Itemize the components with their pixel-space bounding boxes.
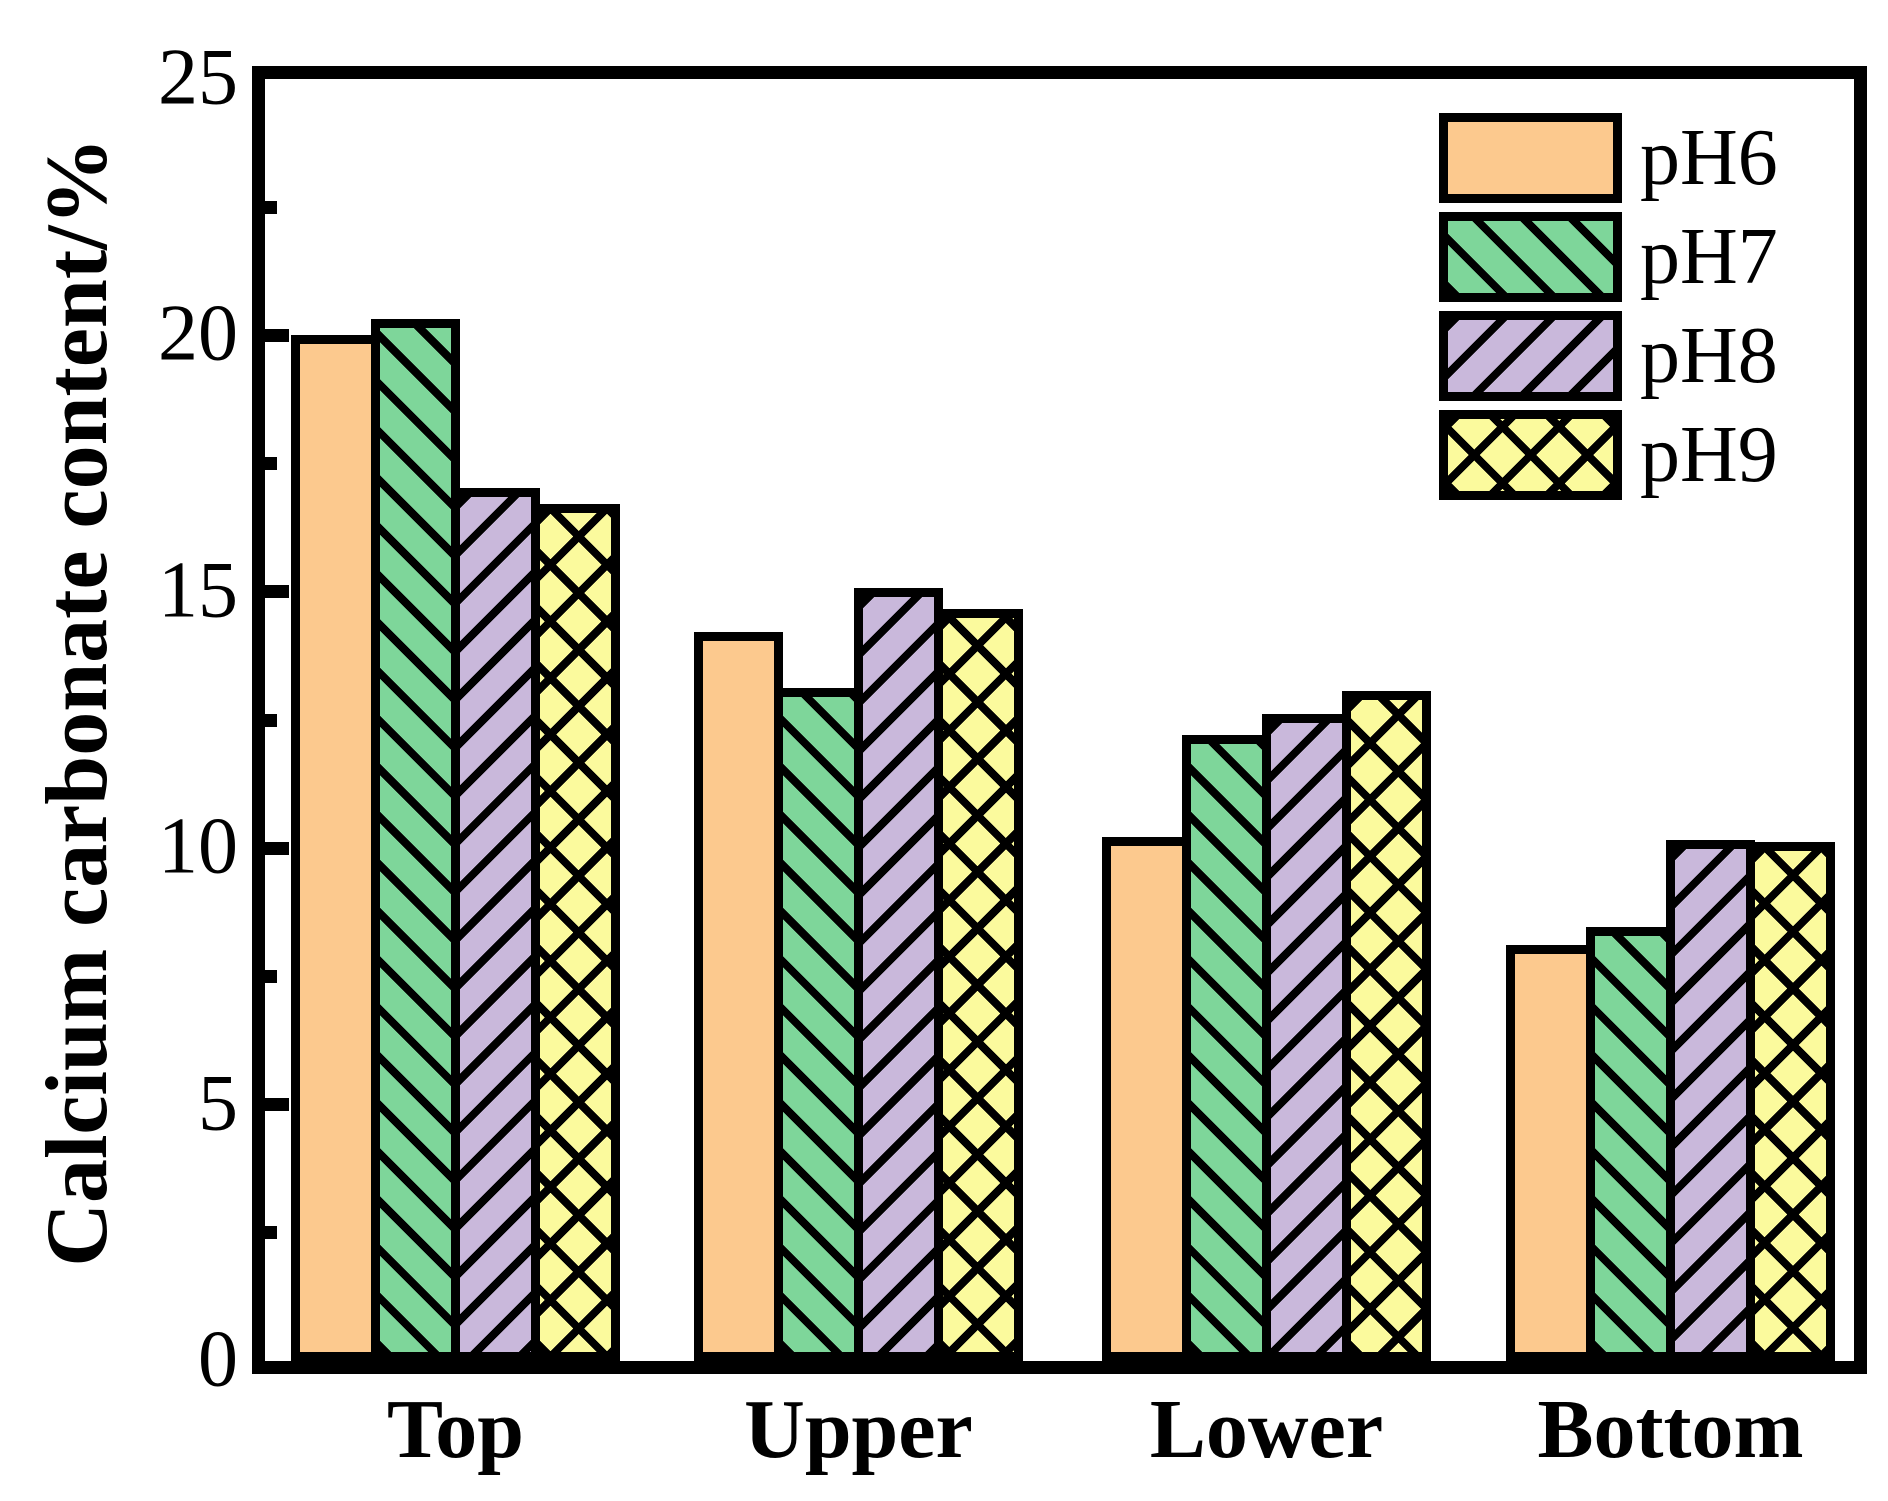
y-minor-tick bbox=[265, 200, 277, 214]
legend-label-ph6: pH6 bbox=[1640, 114, 1778, 202]
bar-ph6-top bbox=[291, 335, 380, 1361]
plot-area: pH6 pH7 pH8 pH9 bbox=[265, 79, 1854, 1361]
legend-swatch-ph8 bbox=[1439, 311, 1622, 401]
x-category-label: Bottom bbox=[1537, 1383, 1804, 1476]
y-tick-label: 20 bbox=[158, 289, 238, 378]
bar-ph7-upper bbox=[774, 688, 863, 1361]
legend-label-ph8: pH8 bbox=[1640, 312, 1778, 400]
bar-ph8-bottom bbox=[1666, 840, 1755, 1361]
bar-ph9-lower bbox=[1342, 691, 1431, 1361]
y-tick-label: 15 bbox=[158, 546, 238, 635]
plot-frame bbox=[252, 66, 1867, 1374]
bar-ph6-bottom bbox=[1506, 945, 1595, 1361]
bar-ph8-upper bbox=[854, 588, 943, 1361]
bar-ph7-top bbox=[371, 319, 460, 1361]
y-minor-tick bbox=[265, 1226, 277, 1240]
y-tick-label: 0 bbox=[198, 1315, 238, 1404]
bar-ph9-upper bbox=[934, 609, 1023, 1361]
bar-ph7-lower bbox=[1182, 735, 1271, 1361]
y-tick-label: 5 bbox=[198, 1058, 238, 1147]
bar-ph9-bottom bbox=[1746, 842, 1835, 1361]
y-major-tick bbox=[265, 328, 289, 342]
x-category-label: Top bbox=[386, 1383, 525, 1476]
y-major-tick bbox=[265, 1098, 289, 1112]
bar-ph8-lower bbox=[1262, 714, 1351, 1361]
legend-swatch-ph7 bbox=[1439, 212, 1622, 302]
legend-swatch-ph6 bbox=[1439, 113, 1622, 203]
bar-ph7-bottom bbox=[1586, 927, 1675, 1361]
y-major-tick bbox=[265, 585, 289, 599]
x-category-label: Lower bbox=[1149, 1383, 1384, 1476]
x-category-label: Upper bbox=[744, 1383, 973, 1476]
bar-ph9-top bbox=[531, 504, 620, 1361]
y-major-tick bbox=[265, 841, 289, 855]
y-tick-label: 10 bbox=[158, 802, 238, 891]
bar-ph8-top bbox=[451, 488, 540, 1361]
bar-ph6-upper bbox=[694, 632, 783, 1361]
legend-label-ph7: pH7 bbox=[1640, 213, 1778, 301]
bar-ph6-lower bbox=[1102, 837, 1191, 1361]
y-minor-tick bbox=[265, 969, 277, 983]
legend-label-ph9: pH9 bbox=[1640, 411, 1778, 499]
y-minor-tick bbox=[265, 713, 277, 727]
y-tick-label: 25 bbox=[158, 33, 238, 122]
legend-swatch-ph9 bbox=[1439, 410, 1622, 500]
y-minor-tick bbox=[265, 457, 277, 471]
